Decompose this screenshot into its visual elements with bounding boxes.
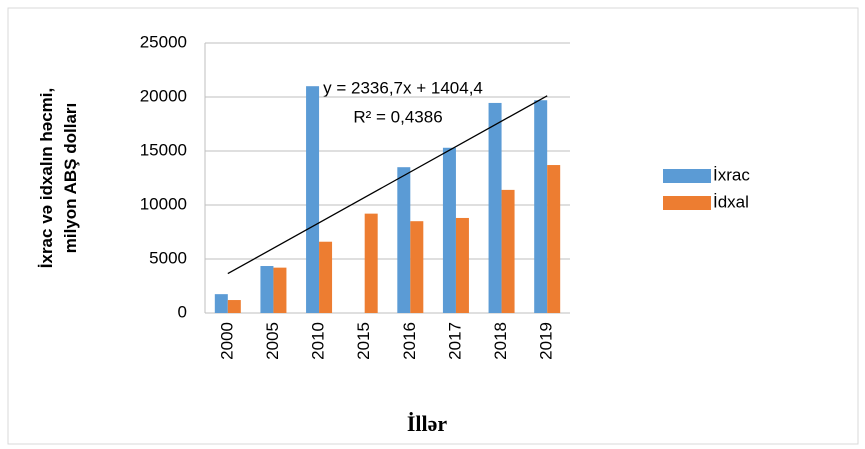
bar (273, 267, 287, 313)
x-axis-title: İllər (407, 411, 448, 436)
x-tick-label: 2010 (309, 322, 328, 360)
x-tick-label: 2016 (400, 322, 419, 360)
bar (534, 100, 548, 314)
bar (410, 221, 424, 313)
bar (455, 217, 469, 313)
bar (214, 294, 228, 313)
y-tick-label: 5000 (149, 248, 187, 267)
y-tick-label: 0 (178, 302, 187, 321)
bar (501, 189, 515, 313)
legend-swatch (663, 196, 711, 210)
y-tick-label: 15000 (140, 140, 187, 159)
x-tick-label: 2017 (445, 322, 464, 360)
bar (306, 86, 320, 313)
y-tick-label: 20000 (140, 86, 187, 105)
bar (488, 102, 502, 313)
legend-swatch (663, 169, 711, 183)
y-tick-label: 10000 (140, 194, 187, 213)
chart-border (7, 7, 859, 445)
bar (547, 165, 561, 313)
y-axis-title: milyon ABŞ dolları (61, 103, 80, 254)
bar (319, 241, 333, 313)
y-axis-title: İxrac və idxalın həcmi, (37, 88, 56, 268)
bar (260, 266, 274, 313)
legend-label: İdxal (713, 192, 749, 211)
x-tick-label: 2005 (263, 322, 282, 360)
annotation: R² = 0,4386 (353, 107, 442, 126)
legend-label: İxrac (713, 165, 750, 184)
bar (397, 167, 411, 313)
y-tick-label: 25000 (140, 32, 187, 51)
x-tick-label: 2015 (354, 322, 373, 360)
bar (442, 147, 456, 313)
x-tick-label: 2019 (537, 322, 556, 360)
x-tick-label: 2000 (217, 322, 236, 360)
annotation: y = 2336,7x + 1404,4 (323, 78, 483, 97)
y-axis-title: İxrac və idxalın həcmi, milyon ABŞ dollar… (37, 88, 80, 268)
bar (227, 300, 241, 313)
x-tick-label: 2018 (491, 322, 510, 360)
trendline (227, 95, 548, 275)
bar (364, 213, 378, 313)
